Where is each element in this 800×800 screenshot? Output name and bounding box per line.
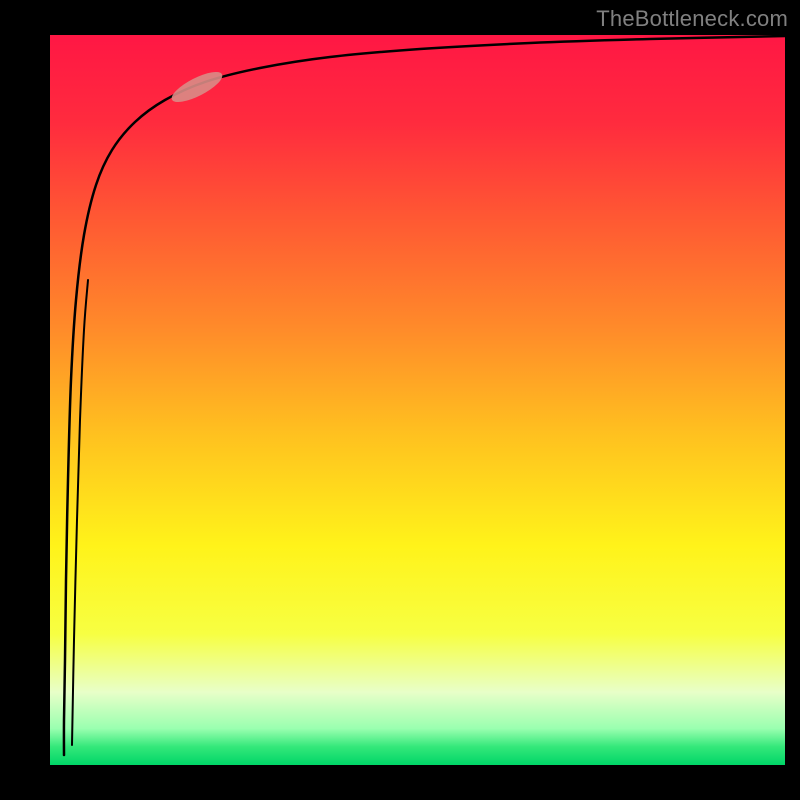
watermark-text: TheBottleneck.com [596, 6, 788, 32]
plot-area-gradient [50, 35, 785, 765]
chart-container: TheBottleneck.com [0, 0, 800, 800]
bottleneck-chart [0, 0, 800, 800]
